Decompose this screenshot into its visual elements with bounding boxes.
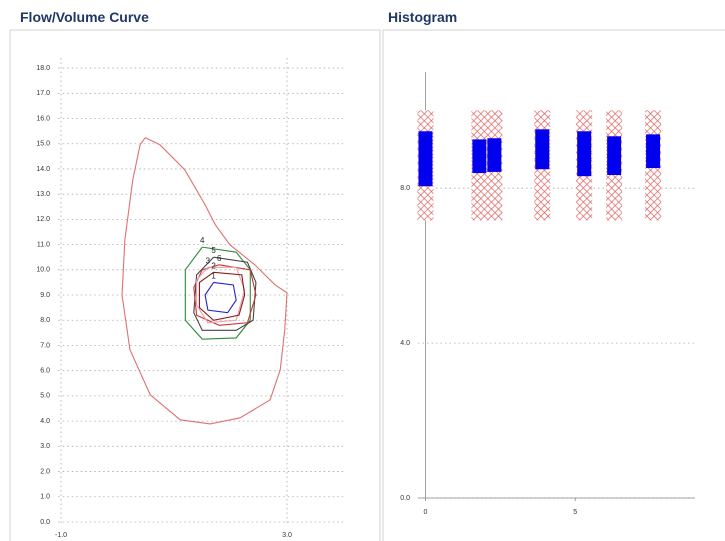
flow-curve (193, 256, 257, 331)
y-tick-label: 8.0 (40, 317, 50, 324)
y-tick-label: 6.0 (40, 368, 50, 375)
flow-curve (198, 271, 246, 321)
histogram-chart: 0.0 4.0 8.0 0 5 (400, 72, 695, 516)
flow-curve (204, 281, 237, 314)
panel-left (9, 29, 381, 541)
curve-label: 6 (217, 254, 222, 263)
x-tick-label: -1.0 (55, 532, 67, 539)
x-tick-label: 3.0 (282, 532, 292, 539)
flow-curve (121, 137, 288, 425)
y-tick-label: 17.0 (36, 90, 50, 97)
y-tick-label: 12.0 (36, 216, 50, 223)
x-tick-label: 0 (424, 509, 428, 516)
y-tick-label: 3.0 (40, 443, 50, 450)
y-tick-label: 0.0 (40, 519, 50, 526)
y-tick-label: 5.0 (40, 393, 50, 400)
box-bar (487, 138, 502, 172)
y-tick-label: 16.0 (36, 115, 50, 122)
chart-title: Histogram (388, 9, 457, 25)
curve-label: 5 (211, 246, 216, 255)
y-tick-label: 0.0 (400, 495, 410, 502)
box-bar (607, 136, 622, 176)
y-tick-label: 4.0 (400, 340, 410, 347)
box-bar (472, 139, 487, 174)
box-bar (418, 131, 433, 187)
y-tick-label: 8.0 (400, 185, 410, 192)
flow-curve (184, 246, 251, 340)
curve-label: 2 (211, 261, 216, 270)
y-tick-label: 9.0 (40, 292, 50, 299)
y-tick-label: 15.0 (36, 141, 50, 148)
box-bar (577, 131, 592, 177)
y-tick-label: 4.0 (40, 418, 50, 425)
y-tick-label: 11.0 (37, 241, 50, 248)
y-tick-label: 18.0 (36, 65, 50, 72)
box-bar (646, 134, 661, 169)
flow-volume-chart: 0.0 1.0 2.0 3.0 4.0 5.0 6.0 7.0 8.0 9.0 10.0 11.0 12… (36, 58, 344, 539)
box-bar (535, 129, 550, 170)
flow-curve (193, 264, 257, 326)
x-tick-label: 5 (573, 509, 577, 516)
y-tick-label: 13.0 (36, 191, 50, 198)
curve-label: 3 (206, 256, 211, 265)
y-tick-label: 2.0 (40, 468, 50, 475)
curve-label: 1 (211, 271, 216, 280)
chart-title: Flow/Volume Curve (20, 9, 149, 25)
y-tick-label: 7.0 (40, 342, 50, 349)
curve-label: 4 (200, 236, 205, 245)
y-tick-label: 1.0 (40, 494, 50, 501)
y-tick-label: 14.0 (36, 166, 50, 173)
flow-curve (196, 266, 246, 324)
y-tick-label: 10.0 (36, 267, 50, 274)
